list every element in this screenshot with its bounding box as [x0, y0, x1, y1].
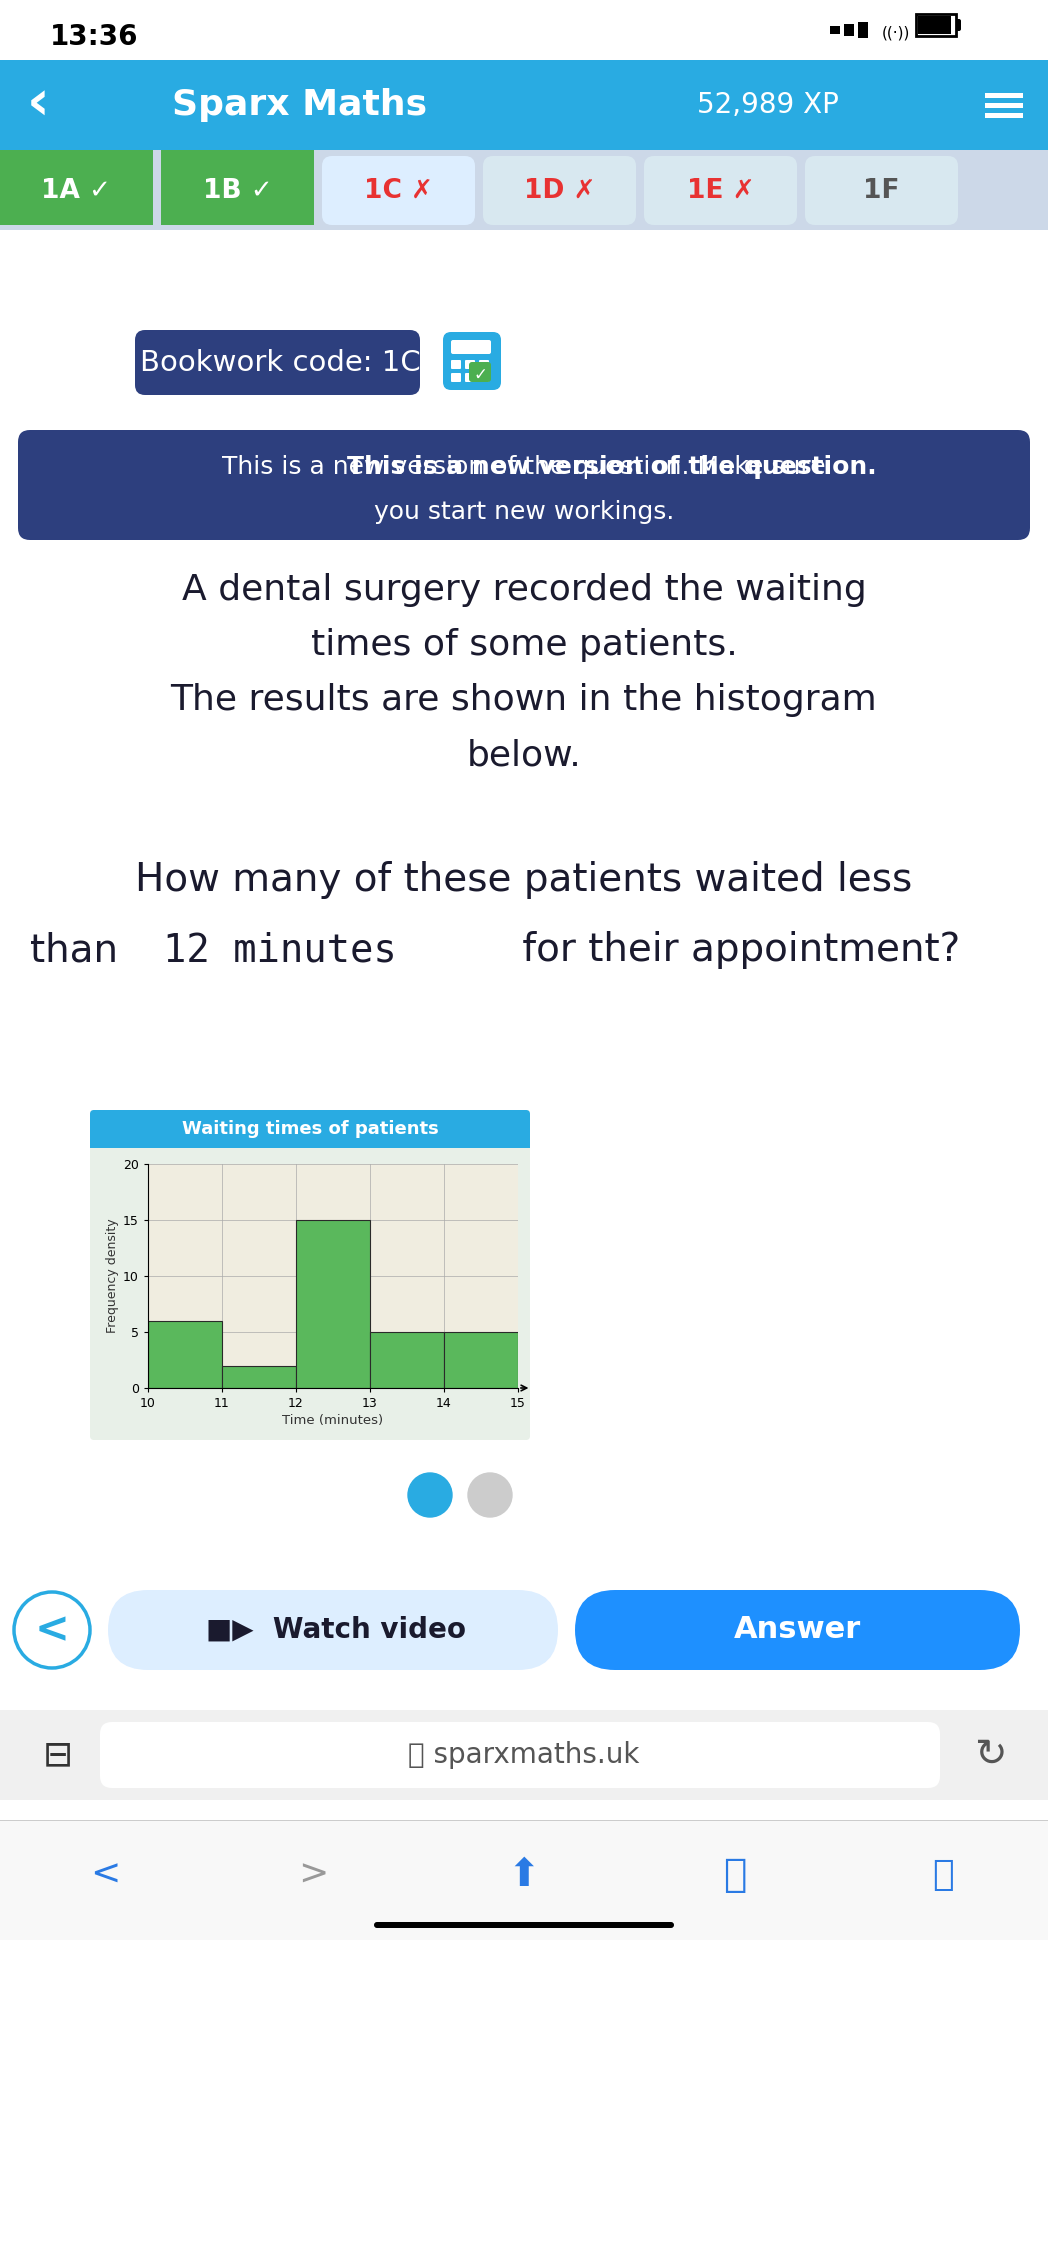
Text: How many of these patients waited less: How many of these patients waited less	[135, 862, 913, 898]
Text: Waiting times of patients: Waiting times of patients	[181, 1120, 438, 1139]
Bar	[0, 1710, 1048, 1801]
FancyBboxPatch shape	[451, 340, 492, 354]
Bar	[444, 1331, 518, 1388]
Text: 52,989 XP: 52,989 XP	[697, 91, 839, 118]
Bar	[985, 102, 1023, 107]
Text: ↻: ↻	[974, 1735, 1006, 1774]
FancyBboxPatch shape	[479, 372, 489, 381]
Text: 1F: 1F	[864, 177, 900, 204]
Text: 1D ✗: 1D ✗	[524, 177, 595, 204]
FancyBboxPatch shape	[135, 331, 420, 395]
FancyBboxPatch shape	[483, 156, 636, 225]
Text: ((·)): ((·))	[882, 25, 911, 41]
Text: Answer: Answer	[734, 1615, 860, 1644]
Text: below.: below.	[466, 737, 582, 771]
Text: 12 minutes: 12 minutes	[163, 930, 397, 968]
Bar	[916, 14, 956, 36]
Text: This is a new version of the question. Make sure: This is a new version of the question. M…	[222, 456, 826, 479]
Text: ■▶  Watch video: ■▶ Watch video	[206, 1617, 466, 1644]
Text: A dental surgery recorded the waiting: A dental surgery recorded the waiting	[181, 574, 867, 608]
Text: This is a new version of the question.: This is a new version of the question.	[347, 456, 876, 479]
FancyBboxPatch shape	[479, 361, 489, 370]
Text: Bookwork code: 1C: Bookwork code: 1C	[139, 349, 420, 376]
Bar	[0, 1470, 1048, 1531]
Bar	[844, 25, 854, 36]
Text: Sparx Maths: Sparx Maths	[173, 88, 428, 122]
Text: The results are shown in the histogram: The results are shown in the histogram	[171, 683, 877, 717]
FancyBboxPatch shape	[956, 18, 961, 32]
Text: than: than	[30, 930, 130, 968]
Bar	[830, 25, 840, 34]
Y-axis label: Frequency density: Frequency density	[106, 1218, 118, 1334]
FancyBboxPatch shape	[374, 1921, 674, 1928]
Text: <: <	[90, 1857, 121, 1892]
FancyBboxPatch shape	[443, 331, 501, 390]
FancyBboxPatch shape	[90, 1109, 530, 1440]
Text: 🔒 sparxmaths.uk: 🔒 sparxmaths.uk	[409, 1742, 639, 1769]
Text: ⊟: ⊟	[43, 1737, 73, 1771]
Text: 1C ✗: 1C ✗	[364, 177, 433, 204]
FancyBboxPatch shape	[108, 1590, 558, 1669]
FancyBboxPatch shape	[575, 1590, 1020, 1669]
Text: 1E ✗: 1E ✗	[686, 177, 755, 204]
Bar	[985, 93, 1023, 98]
FancyBboxPatch shape	[451, 361, 461, 370]
FancyBboxPatch shape	[465, 361, 475, 370]
Text: >: >	[298, 1857, 328, 1892]
Text: for their appointment?: for their appointment?	[510, 930, 960, 968]
Bar	[148, 1320, 222, 1388]
FancyBboxPatch shape	[451, 372, 461, 381]
FancyBboxPatch shape	[470, 363, 492, 381]
Text: 13:36: 13:36	[50, 23, 138, 52]
Bar	[0, 0, 1048, 59]
Bar	[858, 23, 868, 39]
Bar	[0, 1819, 1048, 1939]
Bar	[0, 59, 1048, 150]
Text: you start new workings.: you start new workings.	[374, 499, 674, 524]
Text: times of some patients.: times of some patients.	[310, 628, 738, 662]
FancyBboxPatch shape	[805, 156, 958, 225]
Text: ‹: ‹	[26, 77, 49, 132]
Text: 1B ✓: 1B ✓	[202, 177, 272, 204]
Bar	[370, 1331, 444, 1388]
Text: 📖: 📖	[723, 1855, 746, 1894]
FancyBboxPatch shape	[100, 1721, 940, 1787]
Bar	[90, 1129, 530, 1148]
FancyBboxPatch shape	[322, 156, 475, 225]
Text: ⬆: ⬆	[507, 1855, 541, 1894]
Text: ⧉: ⧉	[932, 1857, 954, 1892]
FancyBboxPatch shape	[90, 1109, 530, 1148]
Bar	[161, 150, 314, 225]
Bar	[0, 150, 153, 225]
Circle shape	[468, 1472, 512, 1517]
Bar	[985, 113, 1023, 118]
Text: 1A ✓: 1A ✓	[42, 177, 111, 204]
X-axis label: Time (minutes): Time (minutes)	[283, 1415, 384, 1427]
FancyBboxPatch shape	[645, 156, 796, 225]
Text: <: <	[35, 1608, 69, 1651]
FancyBboxPatch shape	[465, 372, 475, 381]
Bar	[222, 1365, 296, 1388]
Bar	[918, 16, 951, 34]
Text: ✓: ✓	[473, 365, 487, 383]
Circle shape	[408, 1472, 452, 1517]
Bar	[296, 1220, 370, 1388]
Bar	[0, 150, 1048, 229]
FancyBboxPatch shape	[18, 431, 1030, 540]
